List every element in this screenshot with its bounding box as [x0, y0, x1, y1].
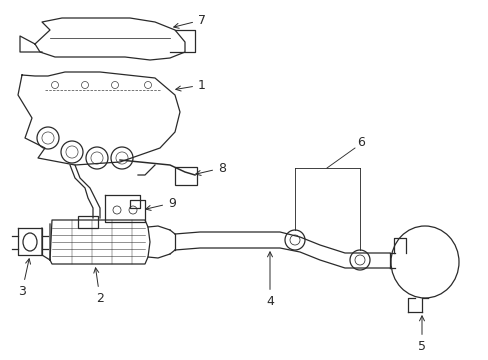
- Text: 9: 9: [145, 197, 176, 210]
- Text: 1: 1: [176, 78, 205, 91]
- Text: 6: 6: [356, 135, 364, 149]
- Text: 3: 3: [18, 259, 30, 298]
- Text: 7: 7: [173, 14, 205, 28]
- Text: 8: 8: [195, 162, 225, 175]
- Text: 2: 2: [94, 268, 104, 305]
- Text: 4: 4: [265, 252, 273, 308]
- Text: 5: 5: [417, 316, 425, 353]
